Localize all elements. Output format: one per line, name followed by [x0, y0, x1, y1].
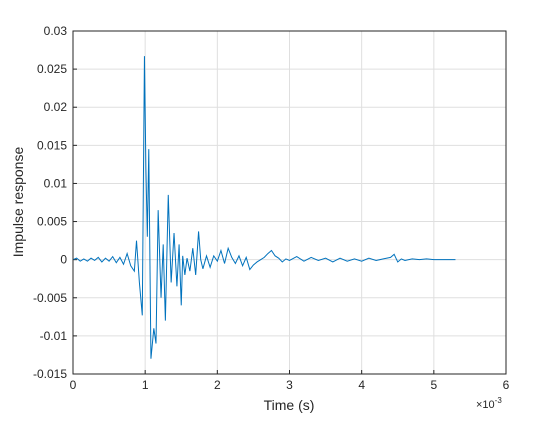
y-tick-label: 0.005	[37, 215, 67, 229]
y-tick-label: 0.01	[44, 176, 68, 190]
y-tick-label: 0.02	[44, 100, 68, 114]
y-tick-label: -0.015	[33, 367, 67, 381]
y-axis-label: Impulse response	[10, 147, 26, 258]
x-tick-label: 2	[214, 378, 221, 392]
y-tick-label: -0.01	[40, 329, 68, 343]
y-tick-label: 0.03	[44, 24, 68, 38]
x-exponent: ×10-3	[476, 396, 502, 411]
x-tick-label: 1	[142, 378, 149, 392]
y-tick-label: 0.025	[37, 62, 67, 76]
x-axis-label: Time (s)	[264, 397, 315, 413]
y-tick-label: 0	[60, 253, 67, 267]
y-tick-label: 0.015	[37, 138, 67, 152]
x-tick-label: 4	[358, 378, 365, 392]
x-tick-label: 5	[430, 378, 437, 392]
y-tick-label: -0.005	[33, 291, 67, 305]
x-tick-label: 3	[286, 378, 293, 392]
data-line	[72, 56, 456, 359]
x-exponent-base: ×10	[476, 399, 495, 411]
x-tick-label: 0	[70, 378, 77, 392]
x-exponent-power: -3	[495, 396, 503, 405]
axes-box	[72, 30, 507, 375]
x-tick-label: 6	[503, 378, 510, 392]
